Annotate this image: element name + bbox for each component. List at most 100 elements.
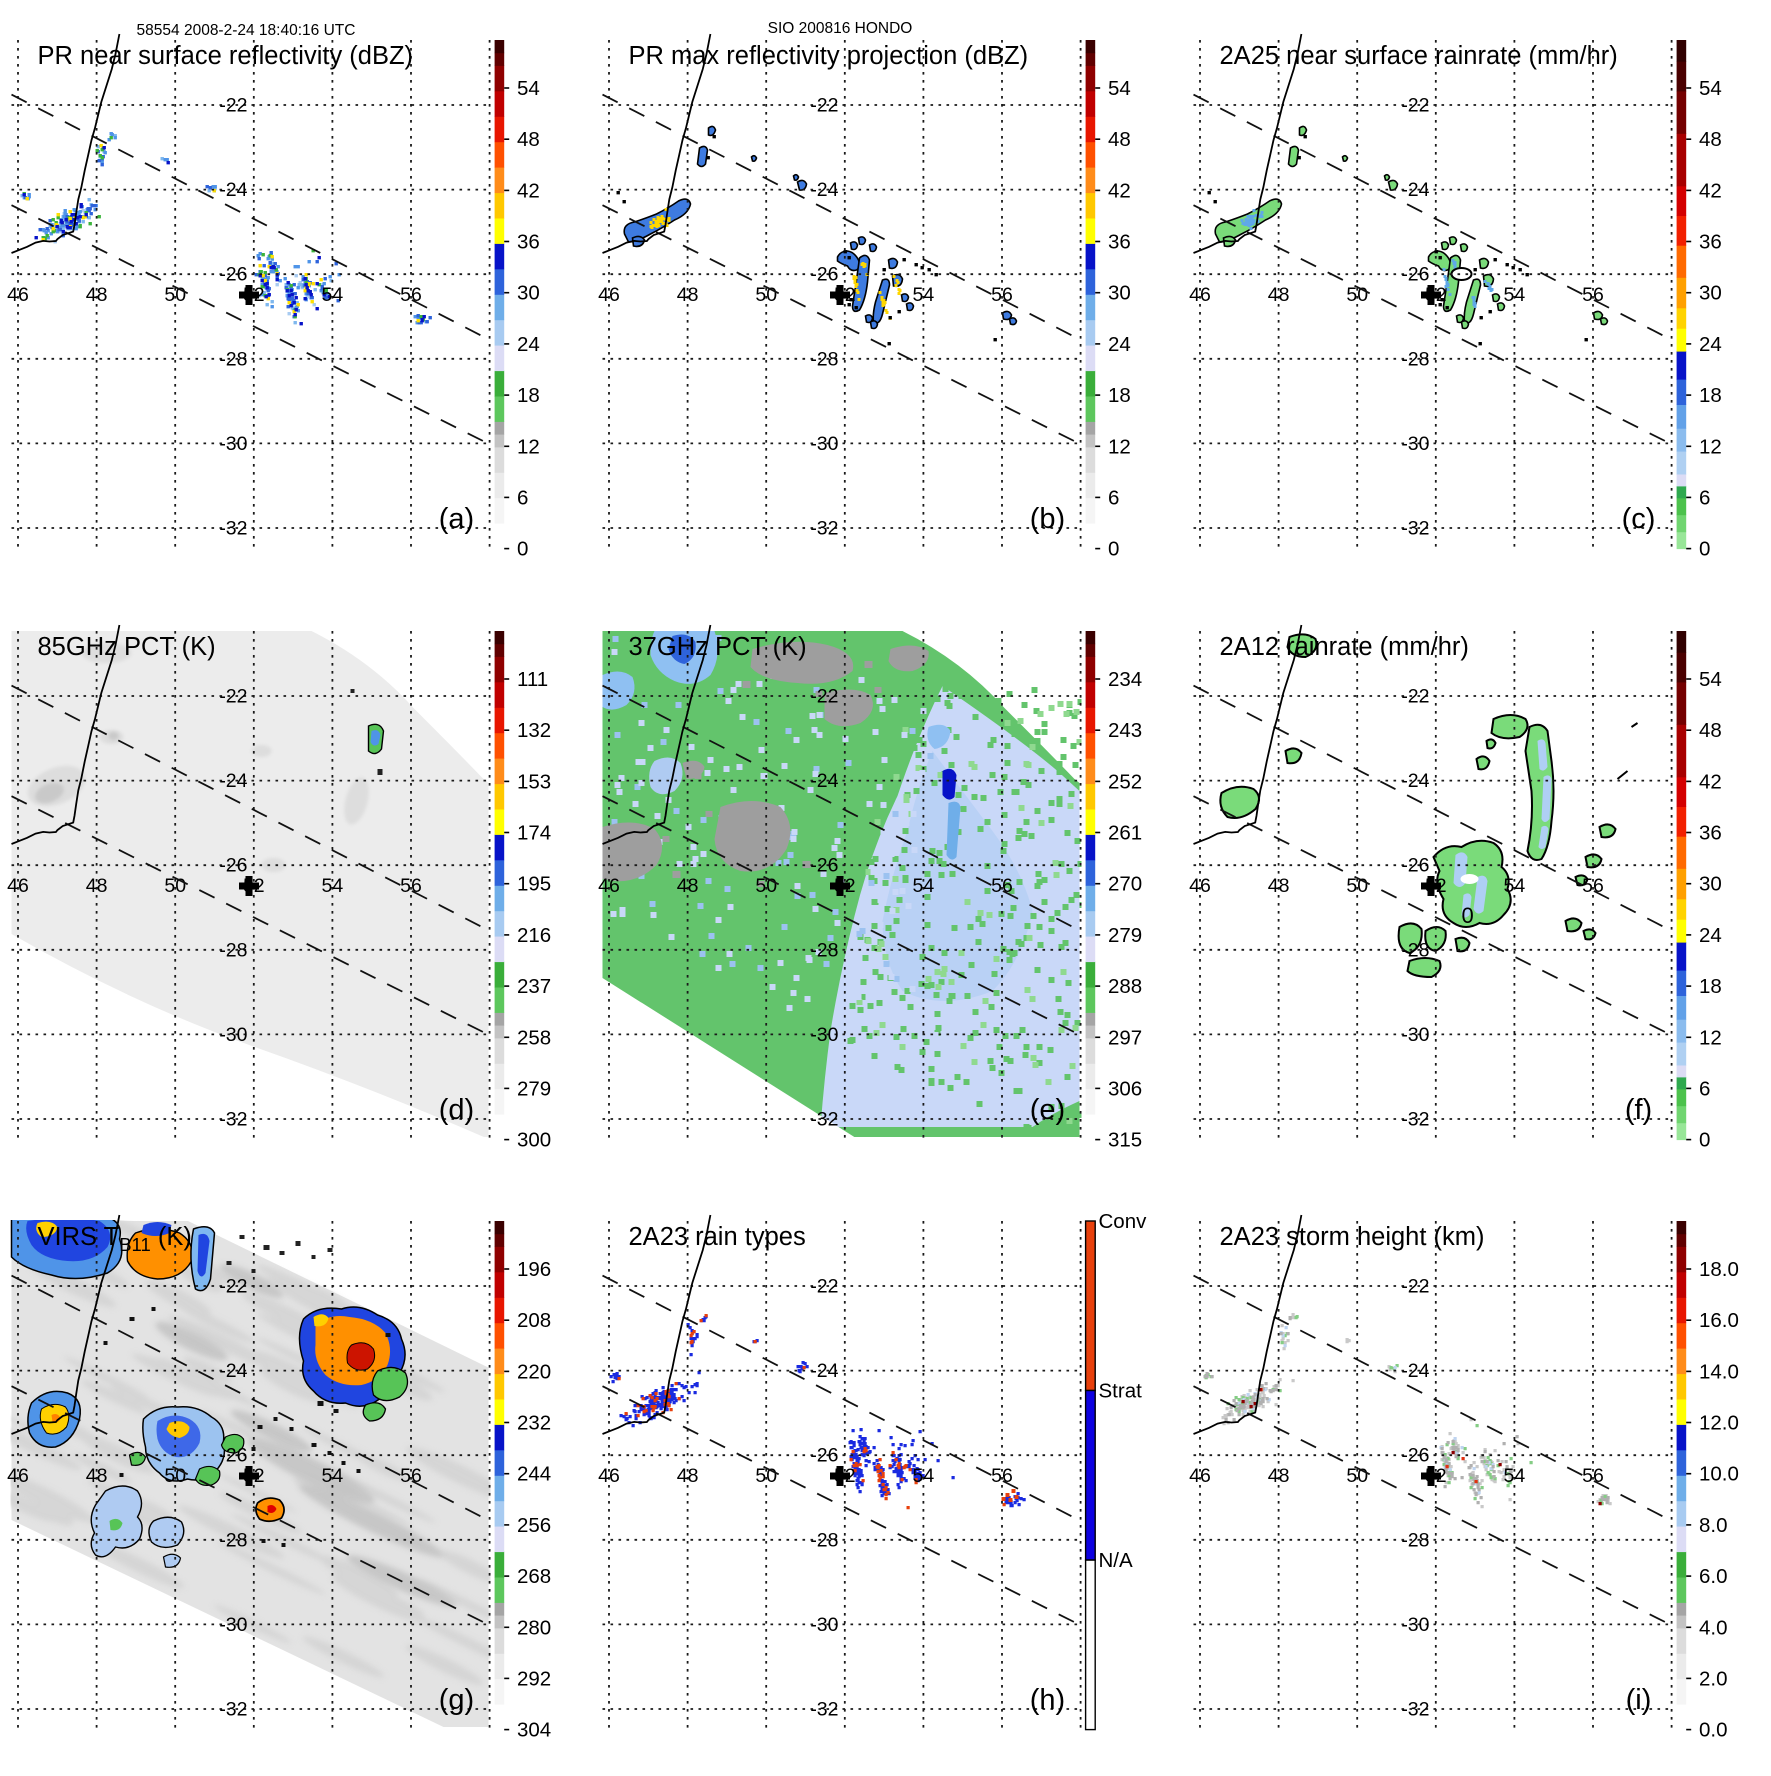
svg-text:6.0: 6.0 [1699, 1565, 1728, 1588]
svg-text:0: 0 [1462, 903, 1474, 928]
svg-text:8.0: 8.0 [1699, 1514, 1728, 1537]
svg-text:279: 279 [1108, 924, 1142, 947]
svg-text:37GHz PCT (K): 37GHz PCT (K) [629, 633, 807, 661]
svg-text:36: 36 [1699, 822, 1722, 845]
svg-text:306: 306 [1108, 1077, 1142, 1100]
svg-text:12: 12 [1699, 435, 1722, 458]
svg-text:PR max reflectivity projection: PR max reflectivity projection (dBZ) [629, 42, 1029, 70]
svg-text:48: 48 [517, 128, 540, 151]
svg-text:261: 261 [1108, 822, 1142, 845]
svg-text:30: 30 [1108, 282, 1131, 305]
svg-text:292: 292 [517, 1667, 551, 1690]
svg-text:14.0: 14.0 [1699, 1360, 1739, 1383]
svg-text:48: 48 [1108, 128, 1131, 151]
svg-text:36: 36 [1699, 231, 1722, 254]
svg-text:N/A: N/A [1099, 1549, 1134, 1572]
svg-text:256: 256 [517, 1514, 551, 1537]
svg-text:2A12 rainrate (mm/hr): 2A12 rainrate (mm/hr) [1220, 633, 1469, 661]
svg-text:12: 12 [1699, 1026, 1722, 1049]
svg-text:Strat: Strat [1099, 1380, 1143, 1403]
svg-text:0: 0 [517, 538, 528, 561]
svg-text:54: 54 [1699, 77, 1722, 100]
svg-text:(c): (c) [1622, 503, 1656, 535]
svg-text:58554 2008-2-24 18:40:16 UTC: 58554 2008-2-24 18:40:16 UTC [137, 22, 356, 39]
svg-text:42: 42 [1699, 770, 1722, 793]
svg-text:0: 0 [1699, 1129, 1710, 1152]
svg-text:12: 12 [1108, 435, 1131, 458]
svg-text:54: 54 [517, 77, 540, 100]
svg-text:4.0: 4.0 [1699, 1616, 1728, 1639]
svg-text:24: 24 [1699, 333, 1722, 356]
svg-text:24: 24 [1108, 333, 1131, 356]
svg-text:244: 244 [517, 1463, 551, 1486]
svg-text:196: 196 [517, 1258, 551, 1281]
svg-text:12: 12 [517, 435, 540, 458]
svg-text:48: 48 [1699, 719, 1722, 742]
svg-text:(d): (d) [439, 1094, 474, 1126]
svg-text:270: 270 [1108, 873, 1142, 896]
svg-text:315: 315 [1108, 1129, 1142, 1152]
svg-text:54: 54 [1108, 77, 1131, 100]
svg-text:216: 216 [517, 924, 551, 947]
svg-text:(g): (g) [439, 1684, 474, 1716]
svg-text:Conv: Conv [1099, 1210, 1148, 1233]
svg-text:2A23 storm height (km): 2A23 storm height (km) [1220, 1223, 1485, 1251]
svg-text:18: 18 [1699, 975, 1722, 998]
svg-text:(a): (a) [439, 503, 474, 535]
svg-text:300: 300 [517, 1129, 551, 1152]
svg-text:232: 232 [517, 1412, 551, 1435]
svg-text:2.0: 2.0 [1699, 1667, 1728, 1690]
svg-text:85GHz PCT (K): 85GHz PCT (K) [38, 633, 216, 661]
svg-text:6: 6 [517, 486, 528, 509]
svg-text:48: 48 [1699, 128, 1722, 151]
svg-text:6: 6 [1108, 486, 1119, 509]
svg-text:42: 42 [1699, 179, 1722, 202]
svg-text:(e): (e) [1030, 1094, 1065, 1126]
svg-text:(f): (f) [1625, 1094, 1652, 1126]
svg-text:208: 208 [517, 1309, 551, 1332]
svg-text:(b): (b) [1030, 503, 1065, 535]
svg-text:243: 243 [1108, 719, 1142, 742]
svg-text:304: 304 [517, 1719, 551, 1742]
svg-text:174: 174 [517, 822, 551, 845]
svg-text:30: 30 [517, 282, 540, 305]
svg-text:10.0: 10.0 [1699, 1463, 1739, 1486]
svg-text:18: 18 [1108, 384, 1131, 407]
svg-text:279: 279 [517, 1077, 551, 1100]
svg-text:280: 280 [517, 1616, 551, 1639]
svg-text:24: 24 [1699, 924, 1722, 947]
svg-text:18: 18 [1699, 384, 1722, 407]
svg-text:30: 30 [1699, 873, 1722, 896]
svg-text:18.0: 18.0 [1699, 1258, 1739, 1281]
svg-text:6: 6 [1699, 486, 1710, 509]
svg-text:0: 0 [1108, 538, 1119, 561]
svg-text:2A23 rain types: 2A23 rain types [629, 1223, 806, 1251]
svg-text:0: 0 [1699, 538, 1710, 561]
svg-text:12.0: 12.0 [1699, 1412, 1739, 1435]
svg-text:18: 18 [517, 384, 540, 407]
svg-text:258: 258 [517, 1026, 551, 1049]
svg-text:16.0: 16.0 [1699, 1309, 1739, 1332]
svg-text:SIO 200816 HONDO: SIO 200816 HONDO [768, 20, 913, 37]
svg-text:0.0: 0.0 [1699, 1719, 1728, 1742]
svg-text:268: 268 [517, 1565, 551, 1588]
svg-text:36: 36 [517, 231, 540, 254]
svg-text:132: 132 [517, 719, 551, 742]
svg-text:42: 42 [1108, 179, 1131, 202]
svg-text:54: 54 [1699, 668, 1722, 691]
svg-text:24: 24 [517, 333, 540, 356]
svg-text:153: 153 [517, 770, 551, 793]
svg-text:234: 234 [1108, 668, 1142, 691]
svg-text:(i): (i) [1626, 1684, 1652, 1716]
svg-text:111: 111 [517, 668, 548, 691]
svg-text:237: 237 [517, 975, 551, 998]
svg-text:VIRS TB11 (K): VIRS TB11 (K) [38, 1223, 192, 1255]
svg-text:42: 42 [517, 179, 540, 202]
svg-text:36: 36 [1108, 231, 1131, 254]
svg-text:195: 195 [517, 873, 551, 896]
svg-text:6: 6 [1699, 1077, 1710, 1100]
svg-text:220: 220 [517, 1360, 551, 1383]
svg-text:288: 288 [1108, 975, 1142, 998]
svg-text:PR near surface reflectivity (: PR near surface reflectivity (dBZ) [38, 42, 414, 70]
svg-text:2A25 near surface rainrate (mm: 2A25 near surface rainrate (mm/hr) [1220, 42, 1618, 70]
